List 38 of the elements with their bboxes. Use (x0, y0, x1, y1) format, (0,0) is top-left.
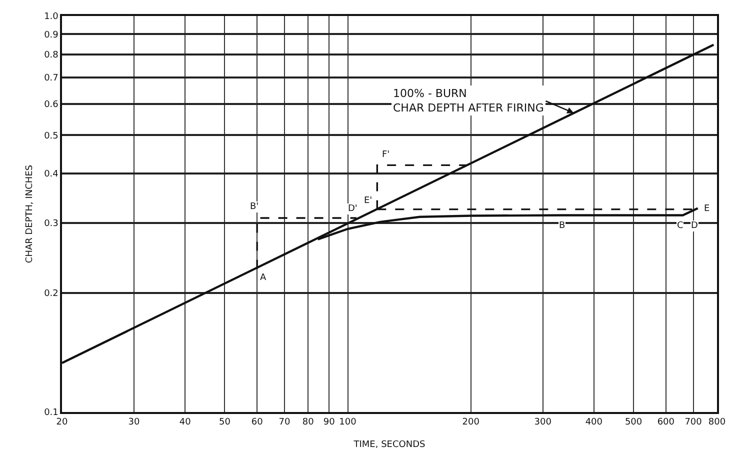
x-tick-label: 200 (462, 418, 480, 428)
x-tick-label: 60 (251, 418, 264, 428)
annotation: B' (250, 202, 259, 212)
annotation: B (559, 221, 566, 231)
annotation: E (704, 204, 710, 214)
x-tick-label: 700 (684, 418, 702, 428)
annotation: F' (382, 150, 390, 160)
annotation: 100% - BURN CHAR DEPTH AFTER FIRING (393, 87, 544, 114)
y-tick-label: 0.5 (44, 131, 58, 142)
y-tick-label: 0.4 (44, 170, 59, 180)
x-tick-label: 500 (624, 418, 642, 428)
x-axis-title: TIME, SECONDS (352, 440, 426, 450)
annotation: D' (348, 204, 358, 214)
annotation: C (677, 221, 684, 231)
x-tick-label: 300 (534, 418, 552, 428)
x-tick-label: 400 (585, 418, 603, 428)
y-tick-label: 0.6 (44, 100, 59, 110)
y-tick-label: 0.2 (44, 288, 58, 299)
y-axis-title: CHAR DEPTH, INCHES (24, 164, 35, 264)
annotation: A (260, 273, 267, 283)
x-tick-label: 30 (128, 418, 140, 428)
x-tick-label: 80 (302, 418, 314, 428)
annotation: E' (364, 196, 372, 206)
x-tick-label: 20 (56, 418, 68, 428)
x-tick-label: 800 (708, 418, 726, 428)
x-tick-label: 50 (218, 418, 231, 428)
annotation: D (691, 221, 698, 231)
x-tick-label: 100 (339, 418, 357, 428)
y-tick-label: 0.8 (44, 50, 59, 61)
y-tick-label: 0.1 (44, 408, 58, 418)
y-tick-label: 1.0 (44, 12, 59, 22)
x-tick-label: 90 (323, 418, 336, 428)
x-tick-label: 70 (278, 418, 290, 428)
x-tick-label: 40 (179, 418, 192, 428)
x-tick-label: 600 (657, 418, 675, 428)
y-tick-label: 0.3 (44, 219, 58, 230)
y-tick-label: 0.9 (44, 30, 59, 40)
y-tick-label: 0.7 (44, 73, 58, 84)
